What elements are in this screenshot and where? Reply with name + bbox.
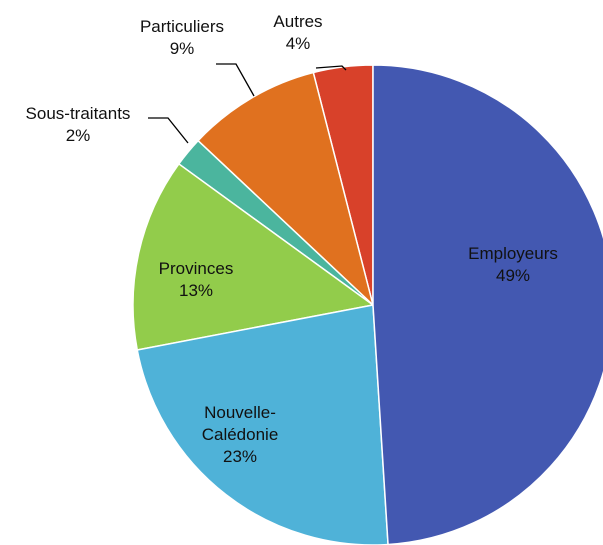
leader-line [216,63,255,97]
slice-name: Provinces [158,259,234,278]
slice-label: Employeurs 49% [453,243,573,287]
slice-value: 2% [65,126,91,145]
leader-line [315,65,347,71]
slice-label: Nouvelle-Calédonie 23% [185,402,295,468]
slice-value: 4% [285,34,311,53]
leader-line [148,117,189,144]
pie-slice [132,162,375,351]
slice-label: Particuliers 9% [117,16,247,60]
slice-name: Sous-traitants [25,104,131,123]
leader-lines [148,63,347,144]
pie-slice [196,71,375,308]
slice-name: Particuliers [139,17,225,36]
slice-value: 9% [169,39,195,58]
slice-name: Employeurs [468,244,558,263]
slice-label: Provinces 13% [141,258,251,302]
slice-name: Autres [273,12,323,31]
slice-value: 23% [222,447,258,466]
pie-slice [372,64,603,545]
slice-label: Sous-traitants 2% [3,103,153,147]
pie-slice [136,304,389,545]
slice-value: 13% [178,281,214,300]
slice-label: Autres 4% [253,11,343,55]
slice-name: Nouvelle-Calédonie [201,403,279,444]
slice-value: 49% [495,266,531,285]
